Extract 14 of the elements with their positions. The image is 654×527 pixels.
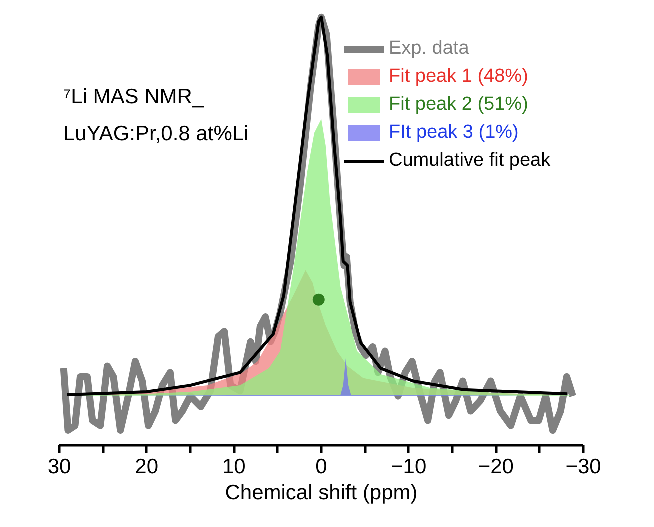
- x-tick-label: 10: [222, 456, 246, 478]
- x-tick-label: 20: [135, 456, 159, 478]
- x-tick-label: −20: [478, 456, 514, 478]
- legend-label: Cumulative fit peak: [389, 150, 551, 172]
- x-tick-label: 30: [48, 456, 72, 478]
- x-tick-label: −30: [566, 456, 602, 478]
- x-tick-label: −10: [391, 456, 427, 478]
- x-tick-label: 0: [316, 456, 328, 478]
- legend-label: Exp. data: [389, 38, 470, 60]
- legend-label: Fit peak 2 (51%): [389, 94, 528, 116]
- annotation: ⁷Li MAS NMR_ LuYAG:Pr,0.8 at%Li: [64, 86, 249, 146]
- legend-label: FIt peak 3 (1%): [389, 122, 519, 144]
- legend-label: Fit peak 1 (48%): [389, 66, 528, 88]
- x-axis-title: Chemical shift (ppm): [225, 482, 418, 504]
